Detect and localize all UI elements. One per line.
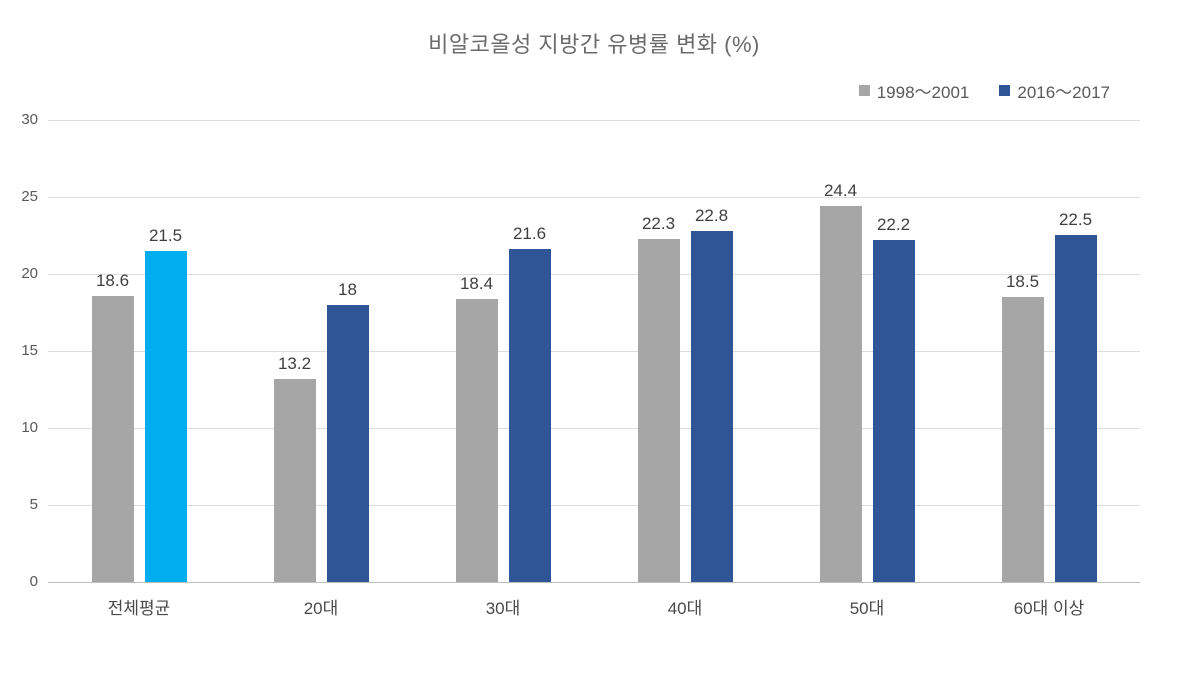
chart-title: 비알코올성 지방간 유병률 변화 (%) bbox=[428, 32, 760, 57]
y-tick-label: 15 bbox=[21, 342, 38, 359]
bar-60대 이상-1998～2001 bbox=[1001, 297, 1044, 582]
bar-30대-1998～2001 bbox=[455, 299, 498, 582]
bar-20대-1998～2001 bbox=[273, 379, 316, 582]
bar-50대-1998～2001 bbox=[819, 206, 862, 582]
bar-전체평균-2016～2017 bbox=[144, 251, 187, 582]
gridline bbox=[48, 427, 1140, 429]
bar-value-label: 24.4 bbox=[823, 181, 858, 200]
gridline bbox=[48, 273, 1140, 275]
bar-60대 이상-2016～2017 bbox=[1054, 235, 1097, 582]
legend-label-series1: 1998～2001 bbox=[876, 83, 970, 102]
gridline bbox=[48, 196, 1140, 198]
gridline bbox=[48, 504, 1140, 506]
legend-label-series2: 2016～2017 bbox=[1017, 83, 1110, 102]
legend-item-1998-2001: 1998～2001 bbox=[858, 78, 970, 103]
y-tick-label: 25 bbox=[21, 188, 38, 205]
bar-40대-1998～2001 bbox=[637, 239, 680, 582]
category-label: 20대 bbox=[303, 599, 339, 618]
bar-value-label: 18.6 bbox=[95, 271, 130, 290]
y-tick-label: 10 bbox=[21, 419, 38, 436]
y-tick-label: 0 bbox=[29, 573, 38, 590]
bar-value-label: 22.3 bbox=[641, 214, 676, 233]
x-axis-line bbox=[48, 581, 1140, 583]
category-label: 50대 bbox=[849, 599, 885, 618]
bar-value-label: 22.8 bbox=[694, 206, 729, 225]
legend: 1998～2001 2016～2017 bbox=[858, 78, 1110, 103]
bar-value-label: 18.4 bbox=[459, 274, 494, 293]
legend-item-2016-2017: 2016～2017 bbox=[999, 78, 1110, 103]
category-label: 전체평균 bbox=[107, 599, 171, 618]
bar-value-label: 18.5 bbox=[1005, 272, 1040, 291]
gridline bbox=[48, 350, 1140, 352]
bar-value-label: 18 bbox=[338, 280, 357, 299]
bar-value-label: 22.2 bbox=[876, 215, 911, 234]
y-tick-label: 5 bbox=[29, 496, 38, 513]
category-label: 60대 이상 bbox=[1013, 599, 1085, 618]
plot-area: 0 5 10 15 20 25 30 18.6 21.5 전체평균 13.2 18 20대 18.4 21.… bbox=[21, 111, 1140, 618]
category-label: 30대 bbox=[485, 599, 521, 618]
category-label: 40대 bbox=[667, 599, 703, 618]
bar-value-label: 21.5 bbox=[148, 226, 183, 245]
y-tick-label: 30 bbox=[21, 111, 38, 128]
bar-30대-2016～2017 bbox=[508, 249, 551, 582]
legend-swatch-series2 bbox=[999, 85, 1011, 96]
bar-50대-2016～2017 bbox=[872, 240, 915, 582]
bar-40대-2016～2017 bbox=[690, 231, 733, 582]
bar-value-label: 13.2 bbox=[277, 354, 312, 373]
gridline bbox=[48, 119, 1140, 121]
bar-value-label: 22.5 bbox=[1058, 210, 1093, 229]
bar-전체평균-1998～2001 bbox=[91, 296, 134, 582]
bar-20대-2016～2017 bbox=[326, 305, 369, 582]
y-tick-label: 20 bbox=[21, 265, 38, 282]
bar-value-label: 21.6 bbox=[512, 224, 547, 243]
legend-swatch-series1 bbox=[858, 85, 870, 96]
